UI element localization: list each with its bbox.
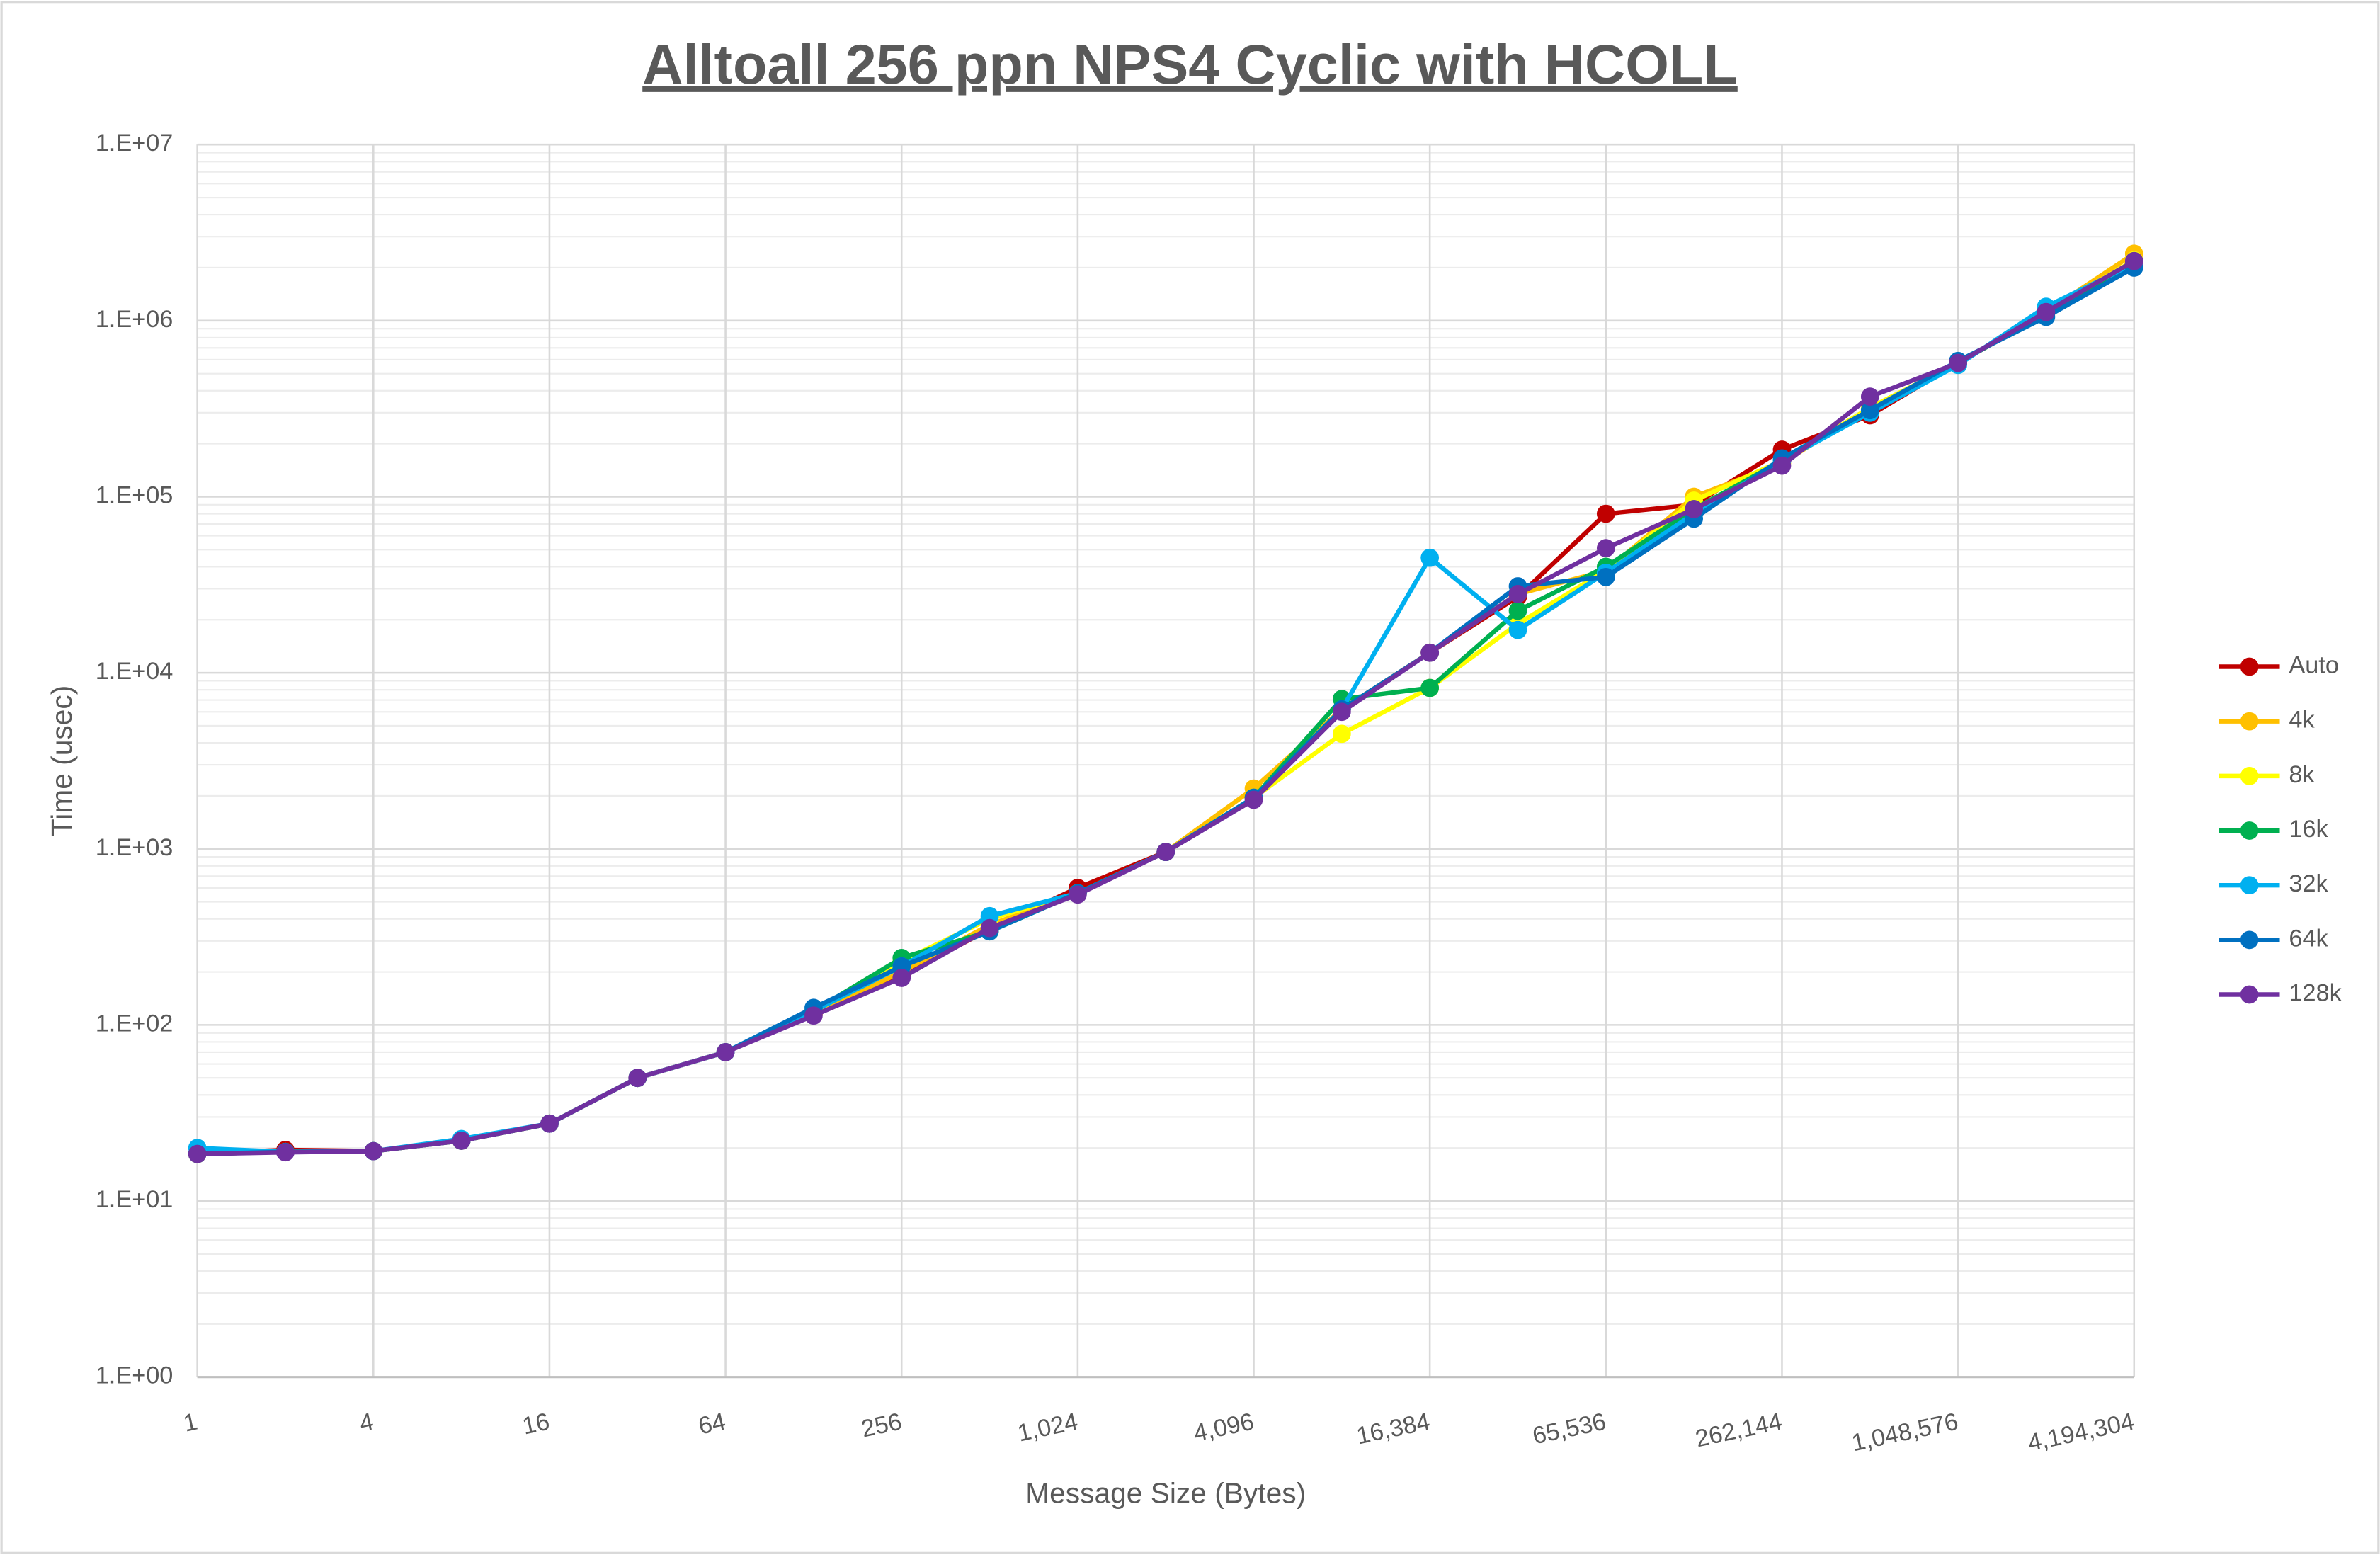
legend-label: 16k	[2289, 816, 2328, 843]
data-point	[1244, 790, 1263, 809]
data-point	[1069, 885, 1087, 904]
data-point	[2037, 302, 2056, 321]
legend-marker	[2240, 876, 2259, 895]
legend-label: Auto	[2289, 652, 2339, 679]
data-point	[2124, 251, 2143, 270]
data-point	[1508, 620, 1527, 639]
legend-label: 4k	[2289, 707, 2315, 734]
data-point	[1332, 724, 1351, 744]
data-point	[628, 1069, 647, 1088]
y-tick-label: 1.E+01	[96, 1186, 173, 1213]
data-point	[716, 1043, 735, 1061]
y-tick-label: 1.E+03	[96, 834, 173, 861]
y-tick-label: 1.E+05	[96, 482, 173, 509]
legend-marker	[2240, 985, 2259, 1004]
legend-label: 32k	[2289, 870, 2328, 897]
data-point	[1596, 567, 1615, 586]
legend-label: 64k	[2289, 925, 2328, 952]
data-point	[1508, 601, 1527, 620]
data-point	[1860, 387, 1879, 406]
legend-label: 8k	[2289, 761, 2315, 788]
data-point	[1772, 456, 1792, 475]
legend-marker	[2240, 930, 2259, 950]
data-point	[1420, 643, 1440, 662]
data-point	[892, 969, 911, 987]
data-point	[188, 1144, 207, 1163]
x-axis-title: Message Size (Bytes)	[1025, 1477, 1306, 1510]
data-point	[276, 1143, 295, 1162]
y-axis-title: Time (usec)	[45, 685, 78, 836]
data-point	[1949, 353, 1967, 372]
x-tick-label: 16	[520, 1408, 552, 1440]
data-point	[1508, 585, 1527, 603]
chart-title: Alltoall 256 ppn NPS4 Cyclic with HCOLL	[642, 33, 1738, 96]
x-tick-label: 64	[696, 1408, 728, 1440]
data-point	[1420, 678, 1440, 697]
data-point	[540, 1114, 559, 1133]
y-tick-label: 1.E+04	[96, 658, 173, 685]
data-point	[1685, 500, 1704, 518]
data-point	[1596, 539, 1615, 558]
y-tick-label: 1.E+07	[96, 130, 173, 156]
legend-marker	[2240, 657, 2259, 676]
data-point	[804, 1006, 823, 1025]
data-point	[1420, 548, 1440, 567]
legend-marker	[2240, 712, 2259, 731]
data-point	[364, 1141, 383, 1161]
data-point	[1596, 504, 1615, 523]
data-point	[1156, 843, 1175, 862]
legend-marker	[2240, 821, 2259, 840]
data-point	[1332, 702, 1351, 722]
y-tick-label: 1.E+02	[96, 1010, 173, 1037]
data-point	[452, 1132, 471, 1150]
y-tick-label: 1.E+06	[96, 306, 173, 333]
legend-marker	[2240, 766, 2259, 785]
data-point	[1860, 401, 1879, 420]
legend-label: 128k	[2289, 980, 2342, 1007]
data-point	[980, 918, 999, 938]
y-tick-label: 1.E+00	[96, 1362, 173, 1389]
